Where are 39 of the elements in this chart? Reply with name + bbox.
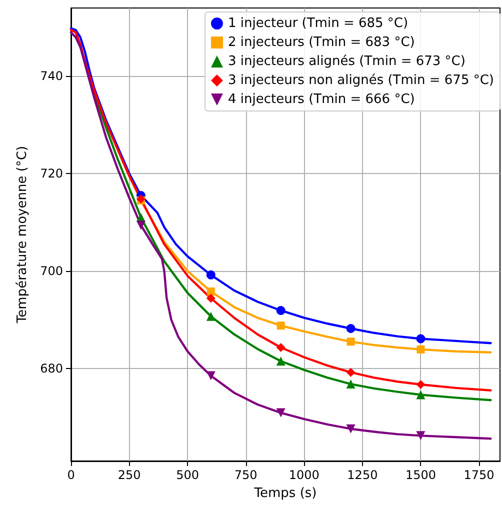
- point: [346, 368, 356, 377]
- x-tick-label: 500: [176, 468, 200, 482]
- y-tick-label: 740: [40, 69, 63, 84]
- point: [416, 380, 426, 390]
- legend-label: 3 injecteurs non alignés (Tmin = 675 °C): [228, 73, 494, 88]
- y-tick-label: 680: [40, 361, 63, 376]
- point: [206, 312, 216, 321]
- legend-label: 4 injecteurs (Tmin = 666 °C): [228, 92, 415, 107]
- point: [416, 431, 426, 440]
- point: [206, 287, 215, 296]
- y-tick-label: 700: [40, 264, 63, 278]
- y-tick-label: 720: [40, 166, 63, 181]
- point: [346, 424, 356, 434]
- point: [276, 356, 286, 366]
- point: [276, 306, 286, 315]
- x-tick-label: 1000: [288, 468, 320, 482]
- point: [206, 294, 216, 303]
- point: [206, 270, 216, 280]
- x-tick-label: 0: [67, 468, 75, 482]
- x-axis-title: Temps (s): [253, 486, 317, 501]
- x-tick-label: 1750: [464, 468, 494, 482]
- point: [346, 338, 355, 346]
- point: [276, 408, 286, 418]
- legend-label: 1 injecteur (Tmin = 685 °C): [228, 16, 408, 31]
- point: [416, 345, 425, 354]
- x-tick-label: 250: [118, 468, 141, 482]
- legend-label: 3 injecteurs alignés (Tmin = 673 °C): [228, 54, 466, 69]
- point: [276, 322, 285, 330]
- legend-label: 2 injecteurs (Tmin = 683 °C): [228, 35, 415, 50]
- point: [136, 220, 146, 230]
- x-tick-label: 1500: [405, 468, 436, 482]
- point: [346, 324, 356, 334]
- point: [416, 334, 426, 344]
- point: [346, 380, 356, 389]
- y-axis-title: Température moyenne (°C): [15, 146, 30, 324]
- point: [276, 343, 286, 352]
- point: [416, 390, 426, 400]
- x-tick-label: 1250: [347, 468, 378, 482]
- x-tick-label: 750: [234, 468, 258, 482]
